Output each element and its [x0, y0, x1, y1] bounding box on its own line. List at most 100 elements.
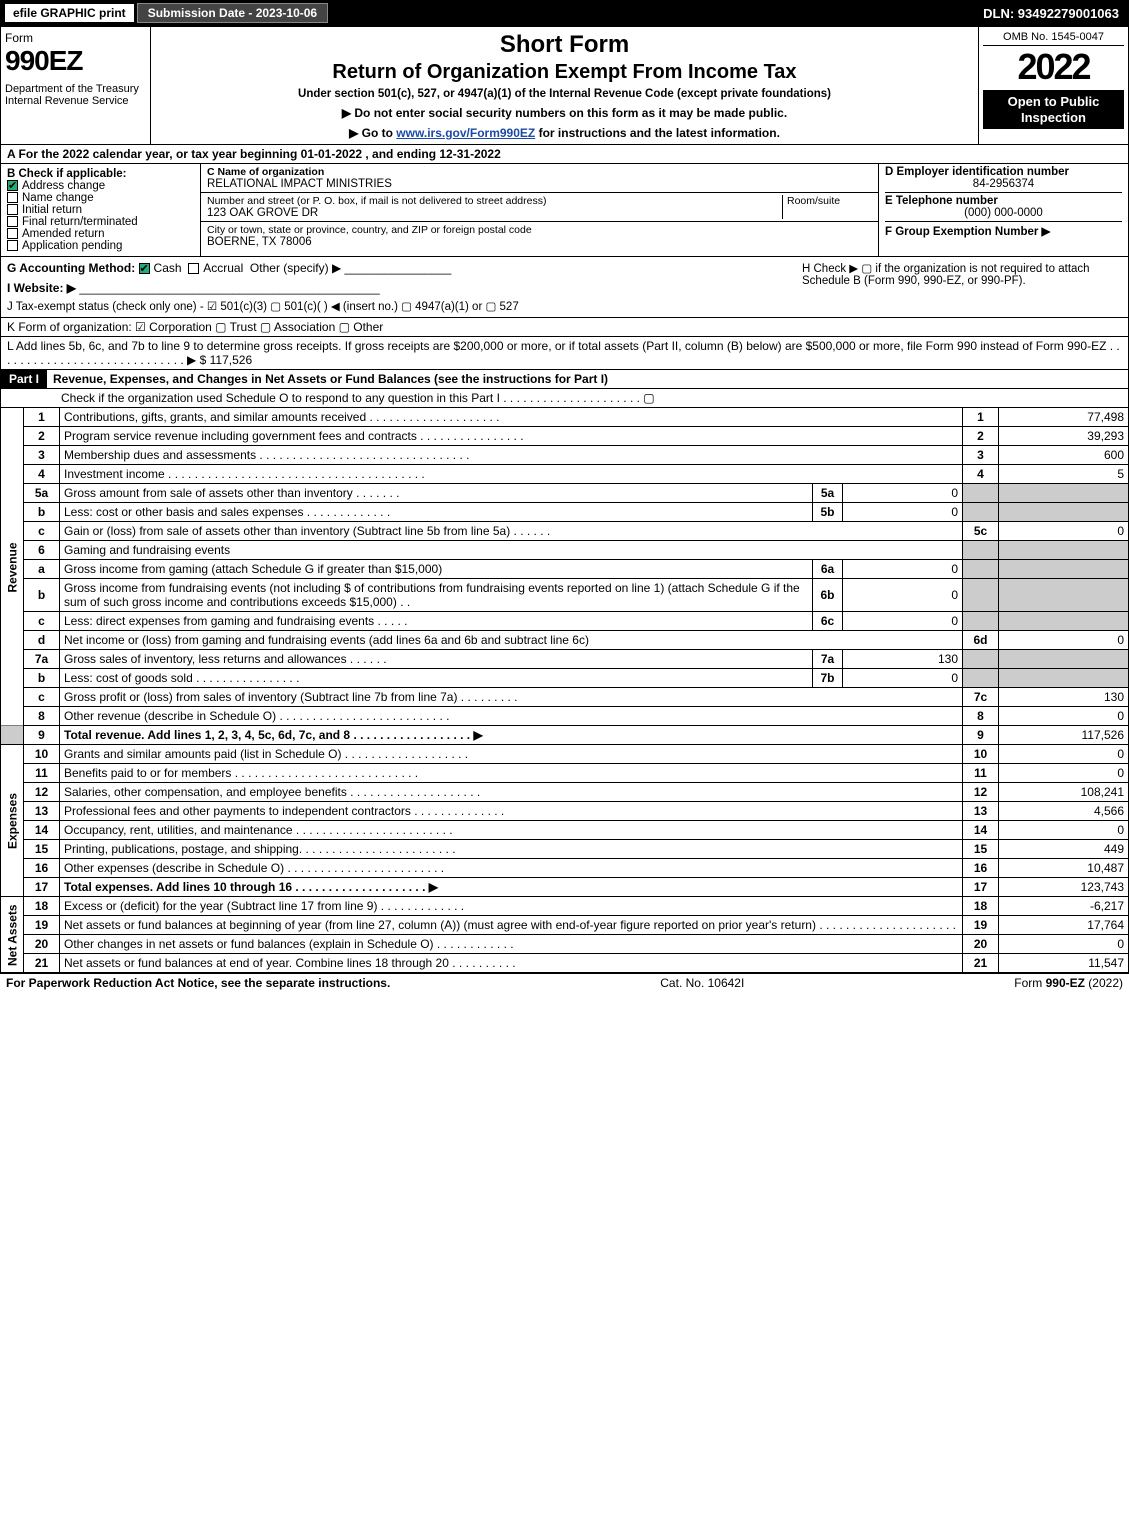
- sub-val: 130: [843, 650, 963, 669]
- ln: 21: [24, 954, 60, 973]
- form-subtitle: Return of Organization Exempt From Incom…: [157, 61, 972, 84]
- line-desc: Net income or (loss) from gaming and fun…: [60, 631, 963, 650]
- line-num: 14: [963, 821, 999, 840]
- checkbox-icon[interactable]: [188, 263, 199, 274]
- line-val: 5: [999, 465, 1129, 484]
- ln: c: [24, 688, 60, 707]
- street-label: Number and street (or P. O. box, if mail…: [207, 195, 782, 207]
- line-desc: Less: direct expenses from gaming and fu…: [60, 612, 813, 631]
- line-val: 449: [999, 840, 1129, 859]
- line-desc: Net assets or fund balances at end of ye…: [60, 954, 963, 973]
- line-desc: Gross amount from sale of assets other t…: [60, 484, 813, 503]
- c-name-label: C Name of organization: [207, 166, 872, 178]
- checkbox-icon: [7, 228, 18, 239]
- line-val: 0: [999, 745, 1129, 764]
- l-desc: L Add lines 5b, 6c, and 7b to line 9 to …: [7, 339, 1120, 367]
- section-b: B Check if applicable: Address change Na…: [1, 164, 201, 256]
- line-num: 17: [963, 878, 999, 897]
- city-label: City or town, state or province, country…: [207, 224, 872, 236]
- line-num: 12: [963, 783, 999, 802]
- sub-ln: 7a: [813, 650, 843, 669]
- line-num: 11: [963, 764, 999, 783]
- b-label: B Check if applicable:: [7, 168, 194, 180]
- line-val: 17,764: [999, 916, 1129, 935]
- shade: [999, 650, 1129, 669]
- section-def: D Employer identification number 84-2956…: [878, 164, 1128, 256]
- ln: 1: [24, 408, 60, 427]
- sub-ln: 6c: [813, 612, 843, 631]
- checkbox-icon[interactable]: [139, 263, 150, 274]
- ln: 13: [24, 802, 60, 821]
- ein-value: 84-2956374: [885, 178, 1122, 190]
- k-form-org: K Form of organization: ☑ Corporation ▢ …: [7, 320, 1122, 334]
- line-desc: Program service revenue including govern…: [60, 427, 963, 446]
- line-num: 4: [963, 465, 999, 484]
- line-num: 9: [963, 726, 999, 745]
- line-val: 0: [999, 821, 1129, 840]
- ln: 4: [24, 465, 60, 484]
- line-desc: Other revenue (describe in Schedule O) .…: [60, 707, 963, 726]
- row-k: K Form of organization: ☑ Corporation ▢ …: [0, 318, 1129, 337]
- city-value: BOERNE, TX 78006: [207, 236, 872, 248]
- line-val: 4,566: [999, 802, 1129, 821]
- h-check: H Check ▶ ▢ if the organization is not r…: [802, 261, 1122, 313]
- g-accrual: Accrual: [203, 261, 243, 275]
- shade: [963, 650, 999, 669]
- line-val: 0: [999, 764, 1129, 783]
- tel-section: E Telephone number (000) 000-0000: [885, 192, 1122, 219]
- chk-name-change[interactable]: Name change: [7, 192, 194, 204]
- ln: 9: [24, 726, 60, 745]
- sub-ln: 5b: [813, 503, 843, 522]
- line-17-bold: Total expenses. Add lines 10 through 16 …: [64, 880, 438, 894]
- line-val: 10,487: [999, 859, 1129, 878]
- ln: 20: [24, 935, 60, 954]
- room-label: Room/suite: [782, 195, 872, 219]
- checkbox-icon: [7, 216, 18, 227]
- line-desc: Investment income . . . . . . . . . . . …: [60, 465, 963, 484]
- ln: b: [24, 579, 60, 612]
- ln: 2: [24, 427, 60, 446]
- chk-label: Final return/terminated: [22, 216, 138, 228]
- line-desc: Gross income from gaming (attach Schedul…: [60, 560, 813, 579]
- ln: 17: [24, 878, 60, 897]
- sub-ln: 6b: [813, 579, 843, 612]
- chk-initial-return[interactable]: Initial return: [7, 204, 194, 216]
- top-bar-left: efile GRAPHIC print Submission Date - 20…: [4, 3, 328, 23]
- line-desc: Gross profit or (loss) from sales of inv…: [60, 688, 963, 707]
- l-text: L Add lines 5b, 6c, and 7b to line 9 to …: [7, 339, 1122, 367]
- line-desc: Occupancy, rent, utilities, and maintena…: [60, 821, 963, 840]
- g-other: Other (specify) ▶: [250, 261, 341, 275]
- part1-badge: Part I: [1, 370, 47, 388]
- shade: [999, 669, 1129, 688]
- shade: [963, 541, 999, 560]
- line-desc: Total expenses. Add lines 10 through 16 …: [60, 878, 963, 897]
- chk-final-return[interactable]: Final return/terminated: [7, 216, 194, 228]
- form-title: Short Form: [157, 31, 972, 59]
- ln: 10: [24, 745, 60, 764]
- line-desc: Gross sales of inventory, less returns a…: [60, 650, 813, 669]
- chk-address-change[interactable]: Address change: [7, 180, 194, 192]
- submission-date-button[interactable]: Submission Date - 2023-10-06: [137, 3, 328, 23]
- ln: d: [24, 631, 60, 650]
- under-section: Under section 501(c), 527, or 4947(a)(1)…: [157, 88, 972, 100]
- line-num: 18: [963, 897, 999, 916]
- shade: [999, 541, 1129, 560]
- chk-application-pending[interactable]: Application pending: [7, 240, 194, 252]
- chk-amended-return[interactable]: Amended return: [7, 228, 194, 240]
- irs-link[interactable]: www.irs.gov/Form990EZ: [396, 126, 535, 140]
- sub-ln: 6a: [813, 560, 843, 579]
- section-c: C Name of organization RELATIONAL IMPACT…: [201, 164, 878, 256]
- part1-header-row: Part I Revenue, Expenses, and Changes in…: [0, 370, 1129, 389]
- line-num: 20: [963, 935, 999, 954]
- line-desc: Net assets or fund balances at beginning…: [60, 916, 963, 935]
- part1-table: Revenue 1 Contributions, gifts, grants, …: [0, 408, 1129, 973]
- sched-o-text: Check if the organization used Schedule …: [61, 391, 1122, 405]
- line-num: 2: [963, 427, 999, 446]
- sub-val: 0: [843, 484, 963, 503]
- efile-print-button[interactable]: efile GRAPHIC print: [4, 3, 135, 23]
- footer-form-num: 990-EZ: [1046, 976, 1085, 990]
- dept-treasury: Department of the Treasury: [5, 83, 146, 95]
- form-header: Form 990EZ Department of the Treasury In…: [0, 26, 1129, 145]
- header-left: Form 990EZ Department of the Treasury In…: [1, 27, 151, 144]
- line-desc: Less: cost or other basis and sales expe…: [60, 503, 813, 522]
